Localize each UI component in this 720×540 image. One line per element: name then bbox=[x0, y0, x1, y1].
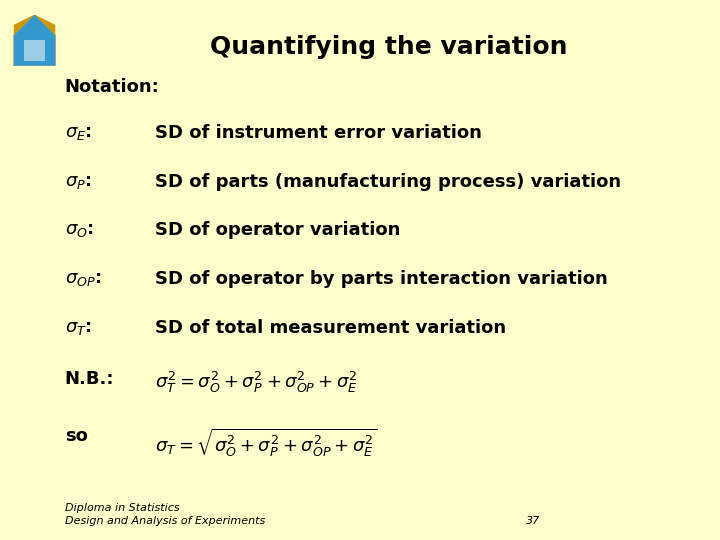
Text: 37: 37 bbox=[526, 516, 540, 526]
Text: $\sigma_O$:: $\sigma_O$: bbox=[65, 221, 94, 239]
Text: Quantifying the variation: Quantifying the variation bbox=[210, 35, 567, 59]
Text: SD of total measurement variation: SD of total measurement variation bbox=[155, 319, 506, 336]
Polygon shape bbox=[14, 15, 55, 35]
Text: so: so bbox=[65, 427, 88, 444]
Text: SD of operator by parts interaction variation: SD of operator by parts interaction vari… bbox=[155, 270, 608, 288]
Bar bbox=[24, 40, 45, 60]
Text: $\sigma_T = \sqrt{\sigma_O^2 + \sigma_P^2 + \sigma_{OP}^2 + \sigma_E^2}$: $\sigma_T = \sqrt{\sigma_O^2 + \sigma_P^… bbox=[155, 427, 377, 459]
Text: $\sigma_T^2 = \sigma_O^2 + \sigma_P^2 + \sigma_{OP}^2 + \sigma_E^2$: $\sigma_T^2 = \sigma_O^2 + \sigma_P^2 + … bbox=[155, 370, 357, 395]
Text: $\sigma_P$:: $\sigma_P$: bbox=[65, 173, 91, 191]
Polygon shape bbox=[14, 15, 55, 66]
Text: $\sigma_T$:: $\sigma_T$: bbox=[65, 319, 91, 336]
Text: SD of parts (manufacturing process) variation: SD of parts (manufacturing process) vari… bbox=[155, 173, 621, 191]
Text: $\sigma_{OP}$:: $\sigma_{OP}$: bbox=[65, 270, 102, 288]
Text: SD of operator variation: SD of operator variation bbox=[155, 221, 400, 239]
Text: N.B.:: N.B.: bbox=[65, 370, 114, 388]
Text: SD of instrument error variation: SD of instrument error variation bbox=[155, 124, 482, 142]
Text: Diploma in Statistics
Design and Analysis of Experiments: Diploma in Statistics Design and Analysi… bbox=[65, 503, 265, 526]
Text: Notation:: Notation: bbox=[65, 78, 160, 96]
Text: $\sigma_E$:: $\sigma_E$: bbox=[65, 124, 91, 142]
